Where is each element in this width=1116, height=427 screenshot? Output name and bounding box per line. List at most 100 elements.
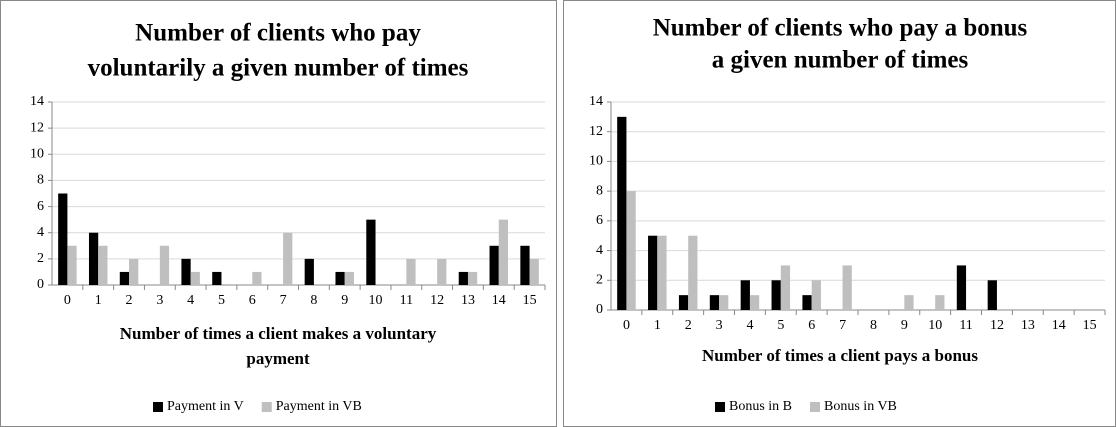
bar xyxy=(719,295,729,310)
legend-label: Payment in VB xyxy=(276,399,362,414)
chart-title: Number of clients who pay xyxy=(135,20,421,47)
y-tick-label: 10 xyxy=(30,147,44,162)
bar xyxy=(344,271,354,285)
chart-title: voluntarily a given number of times xyxy=(88,55,469,82)
legend-swatch xyxy=(153,402,163,412)
x-tick-label: 3 xyxy=(156,293,163,308)
bar xyxy=(58,193,68,285)
x-tick-label: 11 xyxy=(400,293,413,308)
x-tick-label: 5 xyxy=(777,318,784,333)
bar xyxy=(956,265,967,310)
bar xyxy=(709,295,720,310)
y-tick-label: 12 xyxy=(589,124,603,139)
bar xyxy=(749,295,760,310)
x-tick-label: 14 xyxy=(492,293,506,308)
y-tick-label: 2 xyxy=(596,273,603,288)
y-tick-label: 14 xyxy=(589,94,603,109)
bar xyxy=(129,258,139,285)
x-tick-label: 14 xyxy=(1052,318,1066,333)
bar xyxy=(688,235,698,310)
y-tick-label: 2 xyxy=(37,251,44,266)
x-tick-label: 5 xyxy=(218,293,225,308)
bar xyxy=(489,245,499,285)
x-tick-label: 3 xyxy=(716,318,723,333)
x-axis-label: payment xyxy=(246,349,310,368)
bar xyxy=(159,245,170,285)
y-tick-label: 12 xyxy=(30,120,44,135)
bar xyxy=(987,280,997,310)
bar xyxy=(648,235,658,310)
bar xyxy=(458,271,468,285)
bar xyxy=(529,258,539,285)
bar xyxy=(678,295,689,310)
x-tick-label: 1 xyxy=(654,318,661,333)
x-tick-label: 13 xyxy=(461,293,475,308)
x-tick-label: 15 xyxy=(1083,318,1097,333)
legend-swatch xyxy=(810,402,821,412)
bar xyxy=(617,116,627,310)
x-tick-label: 0 xyxy=(623,318,630,333)
y-tick-label: 6 xyxy=(596,213,603,228)
y-tick-label: 14 xyxy=(30,94,44,109)
legend-label: Payment in V xyxy=(167,399,244,414)
legend-swatch xyxy=(261,402,272,412)
bar xyxy=(657,235,667,310)
bar xyxy=(935,295,945,310)
x-tick-label: 1 xyxy=(95,293,102,308)
bar xyxy=(190,271,200,285)
x-axis-label: Number of times a client pays a bonus xyxy=(702,346,978,365)
x-tick-label: 2 xyxy=(685,318,692,333)
bar xyxy=(304,258,314,285)
x-tick-label: 6 xyxy=(808,318,815,333)
y-tick-label: 8 xyxy=(596,183,603,198)
bar xyxy=(437,258,447,285)
legend-label: Bonus in VB xyxy=(824,399,897,414)
x-tick-label: 4 xyxy=(746,318,753,333)
chart-title: Number of clients who pay a bonus xyxy=(653,15,1028,42)
x-tick-label: 8 xyxy=(870,318,877,333)
chart-title: a given number of times xyxy=(712,47,969,74)
x-tick-label: 9 xyxy=(901,318,908,333)
y-tick-label: 4 xyxy=(596,243,603,258)
x-tick-label: 12 xyxy=(430,293,444,308)
x-tick-label: 10 xyxy=(928,318,942,333)
x-tick-label: 0 xyxy=(64,293,71,308)
legend-label: Bonus in B xyxy=(729,399,792,414)
bar xyxy=(366,219,376,285)
x-tick-label: 9 xyxy=(341,293,348,308)
y-tick-label: 10 xyxy=(589,154,603,169)
x-tick-label: 12 xyxy=(990,318,1004,333)
bar xyxy=(771,280,781,310)
bar xyxy=(406,258,416,285)
y-tick-label: 8 xyxy=(37,173,44,188)
bar xyxy=(335,271,345,285)
y-tick-label: 0 xyxy=(37,277,44,292)
bar xyxy=(626,191,636,310)
x-tick-label: 7 xyxy=(280,293,287,308)
bar xyxy=(467,271,478,285)
bar xyxy=(780,265,791,310)
bar xyxy=(98,245,108,285)
bar xyxy=(842,265,852,310)
bar xyxy=(904,295,914,310)
x-tick-label: 10 xyxy=(369,293,383,308)
bar xyxy=(811,280,821,310)
x-tick-label: 4 xyxy=(187,293,194,308)
y-tick-label: 6 xyxy=(37,199,44,214)
bar xyxy=(67,245,77,285)
x-tick-label: 15 xyxy=(523,293,537,308)
x-tick-label: 6 xyxy=(249,293,256,308)
bar xyxy=(740,280,750,310)
x-tick-label: 13 xyxy=(1021,318,1035,333)
bar xyxy=(119,271,130,285)
bar xyxy=(498,219,509,285)
bar xyxy=(252,271,262,285)
bar xyxy=(283,232,293,285)
bar xyxy=(181,258,191,285)
x-tick-label: 11 xyxy=(959,318,972,333)
bar xyxy=(212,271,222,285)
bar xyxy=(88,232,99,285)
legend-swatch xyxy=(715,402,725,412)
y-tick-label: 4 xyxy=(37,225,44,240)
